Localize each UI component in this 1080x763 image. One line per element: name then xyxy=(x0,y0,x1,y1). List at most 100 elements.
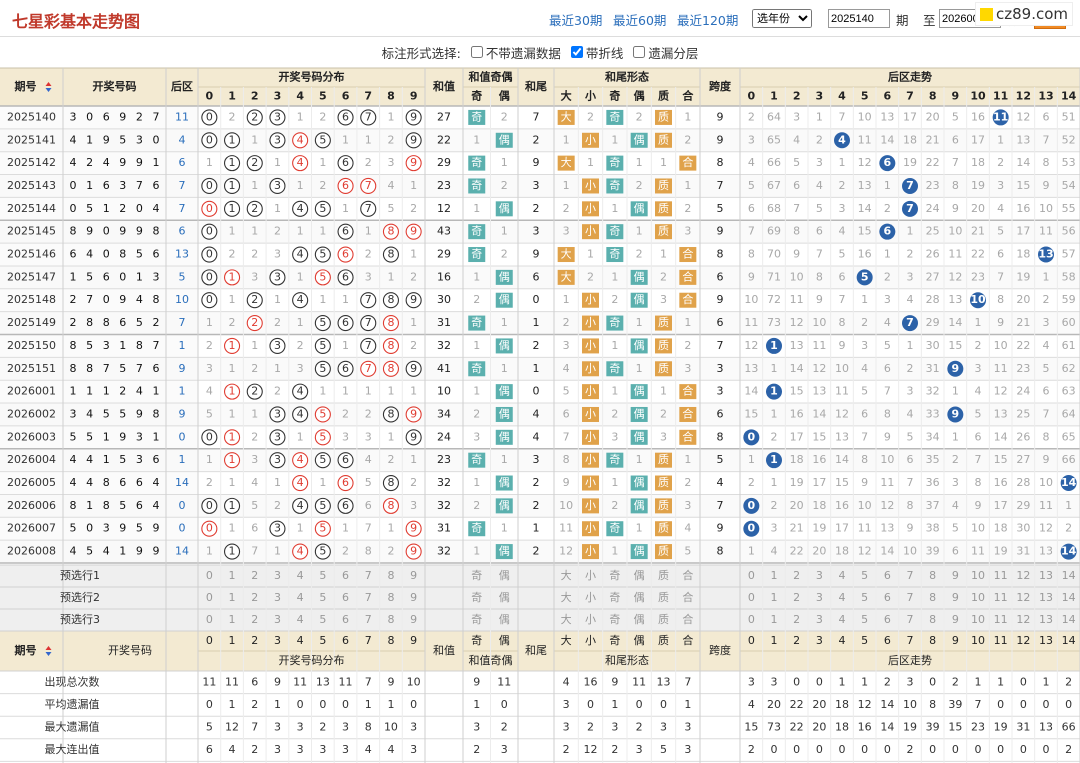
preselect-option[interactable]: 奇 xyxy=(609,569,620,582)
preselect-option[interactable]: 8 xyxy=(929,569,936,582)
preselect-option[interactable]: 6 xyxy=(884,591,891,604)
preselect-option[interactable]: 2 xyxy=(793,591,800,604)
preselect-option[interactable]: 偶 xyxy=(499,591,510,604)
preselect-option[interactable]: 大 xyxy=(561,612,572,626)
from-input[interactable] xyxy=(828,9,890,28)
preselect-option[interactable]: 8 xyxy=(929,591,936,604)
preselect-option[interactable]: 0 xyxy=(748,569,755,582)
preselect-option[interactable]: 3 xyxy=(274,569,281,582)
preselect-option[interactable]: 2 xyxy=(251,569,258,582)
preselect-option[interactable]: 1 xyxy=(771,569,778,582)
preselect-option[interactable]: 奇 xyxy=(471,613,482,626)
preselect-option[interactable]: 3 xyxy=(274,613,281,626)
preselect-option[interactable]: 1 xyxy=(771,591,778,604)
preselect-option[interactable]: 13 xyxy=(1039,569,1053,582)
option-checkbox[interactable] xyxy=(633,46,646,58)
preselect-option[interactable]: 1 xyxy=(229,591,236,604)
recent-link[interactable]: 最近60期 xyxy=(613,13,667,28)
option-checkbox[interactable] xyxy=(470,46,483,58)
preselect-option[interactable]: 4 xyxy=(839,613,846,626)
preselect-option[interactable]: 合 xyxy=(682,590,693,604)
preselect-option[interactable]: 12 xyxy=(1016,591,1030,604)
preselect-option[interactable]: 合 xyxy=(682,568,693,582)
preselect-option[interactable]: 11 xyxy=(994,569,1008,582)
preselect-option[interactable]: 5 xyxy=(319,569,326,582)
option-item[interactable]: 不带遗漏数据 xyxy=(470,43,561,62)
preselect-option[interactable]: 奇 xyxy=(609,591,620,604)
preselect-option[interactable]: 奇 xyxy=(609,613,620,626)
preselect-option[interactable]: 2 xyxy=(793,569,800,582)
preselect-option[interactable]: 偶 xyxy=(634,591,645,604)
preselect-option[interactable]: 8 xyxy=(929,613,936,626)
preselect-option[interactable]: 9 xyxy=(952,613,959,626)
preselect-option[interactable]: 4 xyxy=(297,591,304,604)
preselect-option[interactable]: 6 xyxy=(884,569,891,582)
preselect-option[interactable]: 偶 xyxy=(634,569,645,582)
preselect-option[interactable]: 3 xyxy=(816,613,823,626)
preselect-option[interactable]: 5 xyxy=(861,569,868,582)
preselect-option[interactable]: 3 xyxy=(816,591,823,604)
preselect-option[interactable]: 13 xyxy=(1039,613,1053,626)
preselect-option[interactable]: 5 xyxy=(319,613,326,626)
preselect-option[interactable]: 1 xyxy=(229,569,236,582)
preselect-option[interactable]: 奇 xyxy=(471,569,482,582)
preselect-option[interactable]: 10 xyxy=(971,613,985,626)
preselect-option[interactable]: 10 xyxy=(971,569,985,582)
preselect-option[interactable]: 8 xyxy=(387,569,394,582)
preselect-option[interactable]: 6 xyxy=(342,569,349,582)
recent-link[interactable]: 最近30期 xyxy=(549,13,603,28)
year-select[interactable]: 选年份 xyxy=(752,9,812,28)
preselect-option[interactable]: 偶 xyxy=(634,613,645,626)
preselect-option[interactable]: 0 xyxy=(748,591,755,604)
preselect-option[interactable]: 9 xyxy=(410,591,417,604)
preselect-option[interactable]: 奇 xyxy=(471,591,482,604)
preselect-option[interactable]: 5 xyxy=(861,591,868,604)
preselect-option[interactable]: 5 xyxy=(861,613,868,626)
option-item[interactable]: 带折线 xyxy=(570,43,623,62)
preselect-option[interactable]: 6 xyxy=(342,613,349,626)
preselect-option[interactable]: 7 xyxy=(907,569,914,582)
preselect-option[interactable]: 3 xyxy=(274,591,281,604)
preselect-option[interactable]: 14 xyxy=(1062,591,1076,604)
preselect-option[interactable]: 3 xyxy=(816,569,823,582)
preselect-option[interactable]: 9 xyxy=(410,569,417,582)
preselect-option[interactable]: 8 xyxy=(387,613,394,626)
preselect-option[interactable]: 4 xyxy=(839,569,846,582)
preselect-option[interactable]: 2 xyxy=(251,613,258,626)
preselect-option[interactable]: 5 xyxy=(319,591,326,604)
option-item[interactable]: 遗漏分层 xyxy=(633,43,698,62)
preselect-option[interactable]: 9 xyxy=(410,613,417,626)
option-checkbox[interactable] xyxy=(570,46,583,58)
preselect-option[interactable]: 6 xyxy=(342,591,349,604)
preselect-option[interactable]: 小 xyxy=(585,613,596,626)
preselect-option[interactable]: 1 xyxy=(771,613,778,626)
preselect-option[interactable]: 4 xyxy=(297,613,304,626)
preselect-option[interactable]: 小 xyxy=(585,569,596,582)
preselect-option[interactable]: 11 xyxy=(994,591,1008,604)
preselect-option[interactable]: 合 xyxy=(682,612,693,626)
preselect-option[interactable]: 7 xyxy=(907,591,914,604)
preselect-option[interactable]: 9 xyxy=(952,591,959,604)
preselect-option[interactable]: 7 xyxy=(365,613,372,626)
preselect-option[interactable]: 2 xyxy=(793,613,800,626)
preselect-option[interactable]: 0 xyxy=(206,613,213,626)
preselect-option[interactable]: 0 xyxy=(748,613,755,626)
preselect-option[interactable]: 小 xyxy=(585,591,596,604)
preselect-option[interactable]: 0 xyxy=(206,569,213,582)
preselect-option[interactable]: 0 xyxy=(206,591,213,604)
preselect-option[interactable]: 质 xyxy=(658,613,669,626)
preselect-option[interactable]: 质 xyxy=(658,591,669,604)
preselect-option[interactable]: 14 xyxy=(1062,569,1076,582)
preselect-option[interactable]: 7 xyxy=(365,591,372,604)
preselect-option[interactable]: 大 xyxy=(561,590,572,604)
preselect-option[interactable]: 大 xyxy=(561,568,572,582)
preselect-option[interactable]: 12 xyxy=(1016,613,1030,626)
preselect-option[interactable]: 13 xyxy=(1039,591,1053,604)
preselect-option[interactable]: 质 xyxy=(658,569,669,582)
preselect-option[interactable]: 2 xyxy=(251,591,258,604)
preselect-option[interactable]: 7 xyxy=(907,613,914,626)
preselect-option[interactable]: 4 xyxy=(839,591,846,604)
preselect-option[interactable]: 偶 xyxy=(499,569,510,582)
preselect-option[interactable]: 12 xyxy=(1016,569,1030,582)
preselect-option[interactable]: 11 xyxy=(994,613,1008,626)
